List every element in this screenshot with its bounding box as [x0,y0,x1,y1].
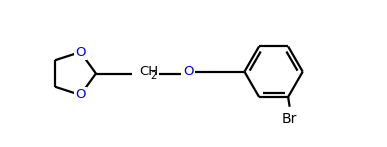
Text: Br: Br [282,112,297,126]
Text: O: O [183,65,193,78]
Text: O: O [75,88,86,101]
Text: CH: CH [139,65,158,78]
Text: O: O [75,46,86,59]
Text: 2: 2 [151,71,157,81]
